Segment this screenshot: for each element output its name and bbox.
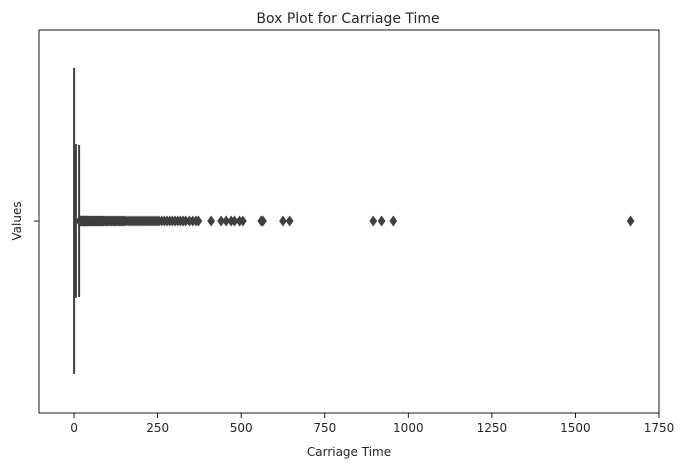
outlier-point bbox=[239, 215, 247, 227]
x-tick-label: 1500 bbox=[560, 421, 591, 435]
outlier-point bbox=[626, 215, 635, 227]
axes-frame bbox=[38, 29, 660, 414]
x-tick-label: 1750 bbox=[644, 421, 675, 435]
y-axis-label: Values bbox=[10, 201, 24, 240]
outlier-point bbox=[377, 215, 386, 227]
outlier-point bbox=[207, 215, 215, 227]
x-axis-label: Carriage Time bbox=[307, 445, 391, 459]
x-tick-label: 0 bbox=[70, 421, 78, 435]
x-tick-label: 1000 bbox=[393, 421, 424, 435]
outlier-point bbox=[279, 215, 287, 227]
x-tick-label: 750 bbox=[313, 421, 336, 435]
x-tick-label: 500 bbox=[230, 421, 253, 435]
plot-area bbox=[73, 68, 635, 374]
x-axis: 0 250 500 750 1000 1250 1500 1750 bbox=[70, 413, 674, 435]
outlier-point bbox=[389, 215, 398, 227]
x-tick-label: 250 bbox=[146, 421, 169, 435]
outlier-point bbox=[194, 215, 203, 227]
outlier-point bbox=[369, 215, 378, 227]
outlier-point bbox=[259, 215, 267, 227]
chart-title: Box Plot for Carriage Time bbox=[256, 11, 439, 27]
x-tick-label: 1250 bbox=[477, 421, 508, 435]
outlier-point bbox=[285, 215, 294, 227]
